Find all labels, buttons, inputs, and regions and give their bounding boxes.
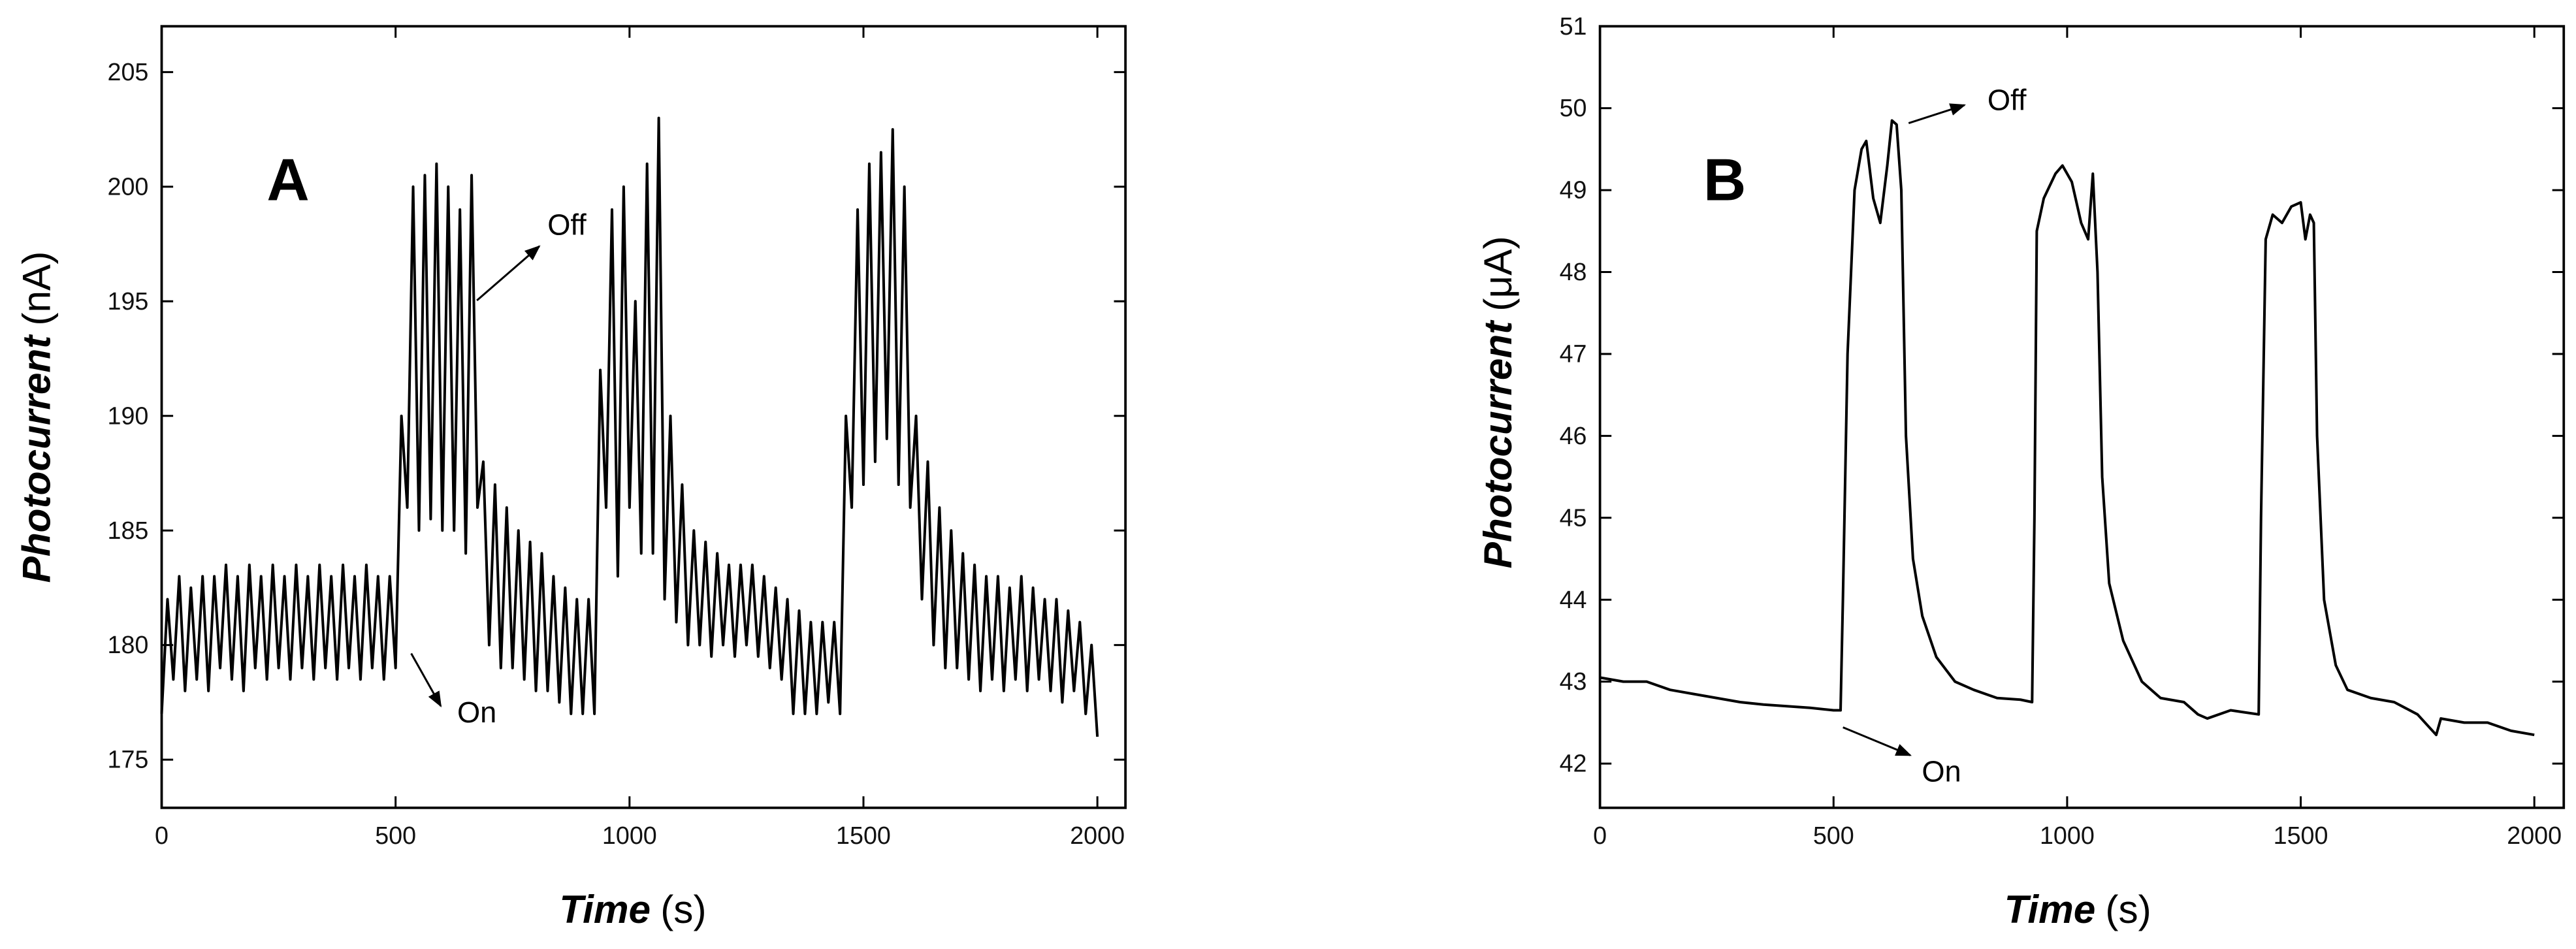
y-tick-label: 185 <box>108 517 149 544</box>
data-line <box>160 116 1099 737</box>
y-tick-label: 47 <box>1560 340 1587 368</box>
x-tick-label: 500 <box>375 822 416 849</box>
panel-label: A <box>266 148 309 214</box>
x-tick-label: 1500 <box>836 822 891 849</box>
annotation: On <box>1922 755 1961 788</box>
y-axis-unit: (μA) <box>1475 236 1520 311</box>
y-tick-label: 43 <box>1560 668 1587 695</box>
annotation-arrow <box>1843 726 1912 756</box>
y-axis-unit: (nA) <box>14 251 59 326</box>
x-axis-title: Time <box>559 887 651 931</box>
y-tick-label: 49 <box>1560 176 1587 204</box>
plot-frame <box>160 25 1127 809</box>
y-tick-label: 190 <box>108 402 149 429</box>
panel-label: B <box>1703 148 1746 214</box>
plot-frame <box>1598 25 2566 809</box>
y-tick-label: 42 <box>1560 750 1587 777</box>
x-tick-label: 2000 <box>2507 822 2562 849</box>
x-tick-label: 500 <box>1813 822 1854 849</box>
x-tick-label: 0 <box>1593 822 1607 849</box>
x-tick-label: 0 <box>155 822 169 849</box>
y-axis-label: Photocurrent (nA) <box>14 251 59 583</box>
y-tick-label: 45 <box>1560 504 1587 531</box>
y-tick-label: 44 <box>1560 586 1587 613</box>
annotation-arrow <box>476 245 541 302</box>
annotation: Off <box>1988 83 2027 116</box>
x-tick-label: 1000 <box>602 822 657 849</box>
y-tick-label: 195 <box>108 287 149 315</box>
y-axis-title: Photocurrent <box>14 334 59 583</box>
x-tick-label: 1000 <box>2040 822 2095 849</box>
y-tick-label: 175 <box>108 746 149 773</box>
y-tick-label: 48 <box>1560 258 1587 285</box>
x-axis-title: Time <box>2004 887 2096 931</box>
y-tick-label: 50 <box>1560 94 1587 121</box>
x-axis-unit: (s) <box>660 887 706 931</box>
x-axis-unit: (s) <box>2105 887 2151 931</box>
y-axis-label: Photocurrent (μA) <box>1475 236 1520 568</box>
x-axis-label: Time (s) <box>2004 887 2151 931</box>
annotation: On <box>457 696 496 729</box>
annotation-arrow <box>410 652 442 708</box>
data-line <box>1600 119 2535 737</box>
annotation: Off <box>547 208 587 241</box>
x-tick-label: 1500 <box>2274 822 2328 849</box>
annotation-arrow <box>1908 103 1966 124</box>
y-tick-label: 180 <box>108 631 149 658</box>
x-tick-label: 2000 <box>1070 822 1125 849</box>
y-axis-title: Photocurrent <box>1475 319 1520 569</box>
y-tick-label: 200 <box>108 172 149 200</box>
x-axis-label: Time (s) <box>559 887 706 931</box>
y-tick-label: 46 <box>1560 422 1587 449</box>
y-tick-label: 205 <box>108 58 149 86</box>
y-tick-label: 51 <box>1560 12 1587 40</box>
